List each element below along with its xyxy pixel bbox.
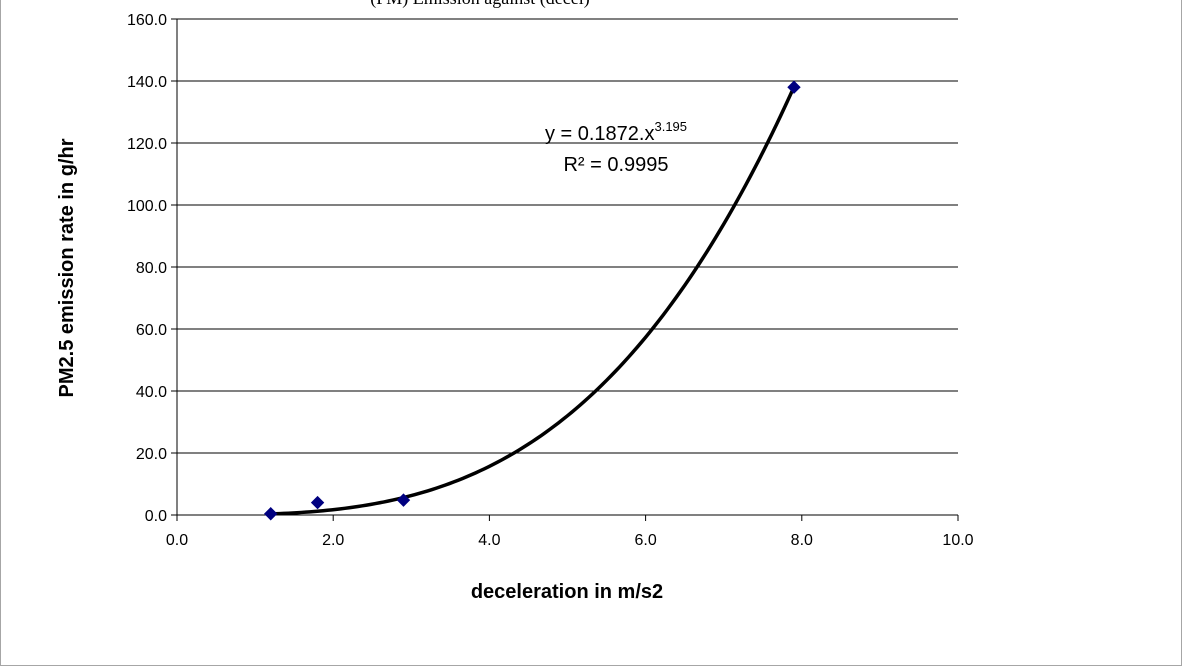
data-point [787, 80, 801, 94]
y-tick-label: 80.0 [136, 260, 167, 277]
x-tick-label: 6.0 [634, 532, 656, 549]
grid-lines [177, 18, 958, 454]
data-points [264, 80, 801, 521]
trendline [268, 85, 796, 516]
data-point [310, 495, 325, 510]
y-axis-title: PM2.5 emission rate in g/hr [56, 138, 78, 397]
trendline-equation-base: y = 0.1872.x [545, 123, 655, 145]
y-tick-label: 120.0 [127, 136, 167, 153]
y-tick-label: 140.0 [127, 74, 167, 91]
x-tick-label: 10.0 [942, 532, 973, 549]
y-tick-label: 100.0 [127, 198, 167, 215]
y-tick-label: 20.0 [136, 446, 167, 463]
x-tick-label: 0.0 [166, 532, 188, 549]
trendline-equation: y = 0.1872.x3.195 [545, 119, 687, 145]
y-tick-labels: 0.0 20.0 40.0 60.0 80.0 100.0 120.0 140.0 160.0 [127, 12, 177, 525]
y-tick-label: 0.0 [145, 508, 167, 525]
x-tick-label: 2.0 [322, 532, 344, 549]
y-tick-label: 40.0 [136, 384, 167, 401]
data-point [396, 493, 411, 507]
x-axis-title: deceleration in m/s2 [471, 581, 663, 603]
trendline-equation-exponent: 3.195 [654, 119, 687, 134]
chart-title-fragment: (PM) Emission against (decel) [370, 0, 589, 9]
x-tick-label: 8.0 [791, 532, 813, 549]
data-point [264, 507, 278, 521]
x-tick-labels: 0.0 2.0 4.0 6.0 8.0 10.0 [166, 515, 974, 549]
y-tick-label: 160.0 [127, 12, 167, 29]
y-tick-label: 60.0 [136, 322, 167, 339]
trendline-r-squared: R² = 0.9995 [563, 154, 668, 176]
x-tick-label: 4.0 [478, 532, 500, 549]
